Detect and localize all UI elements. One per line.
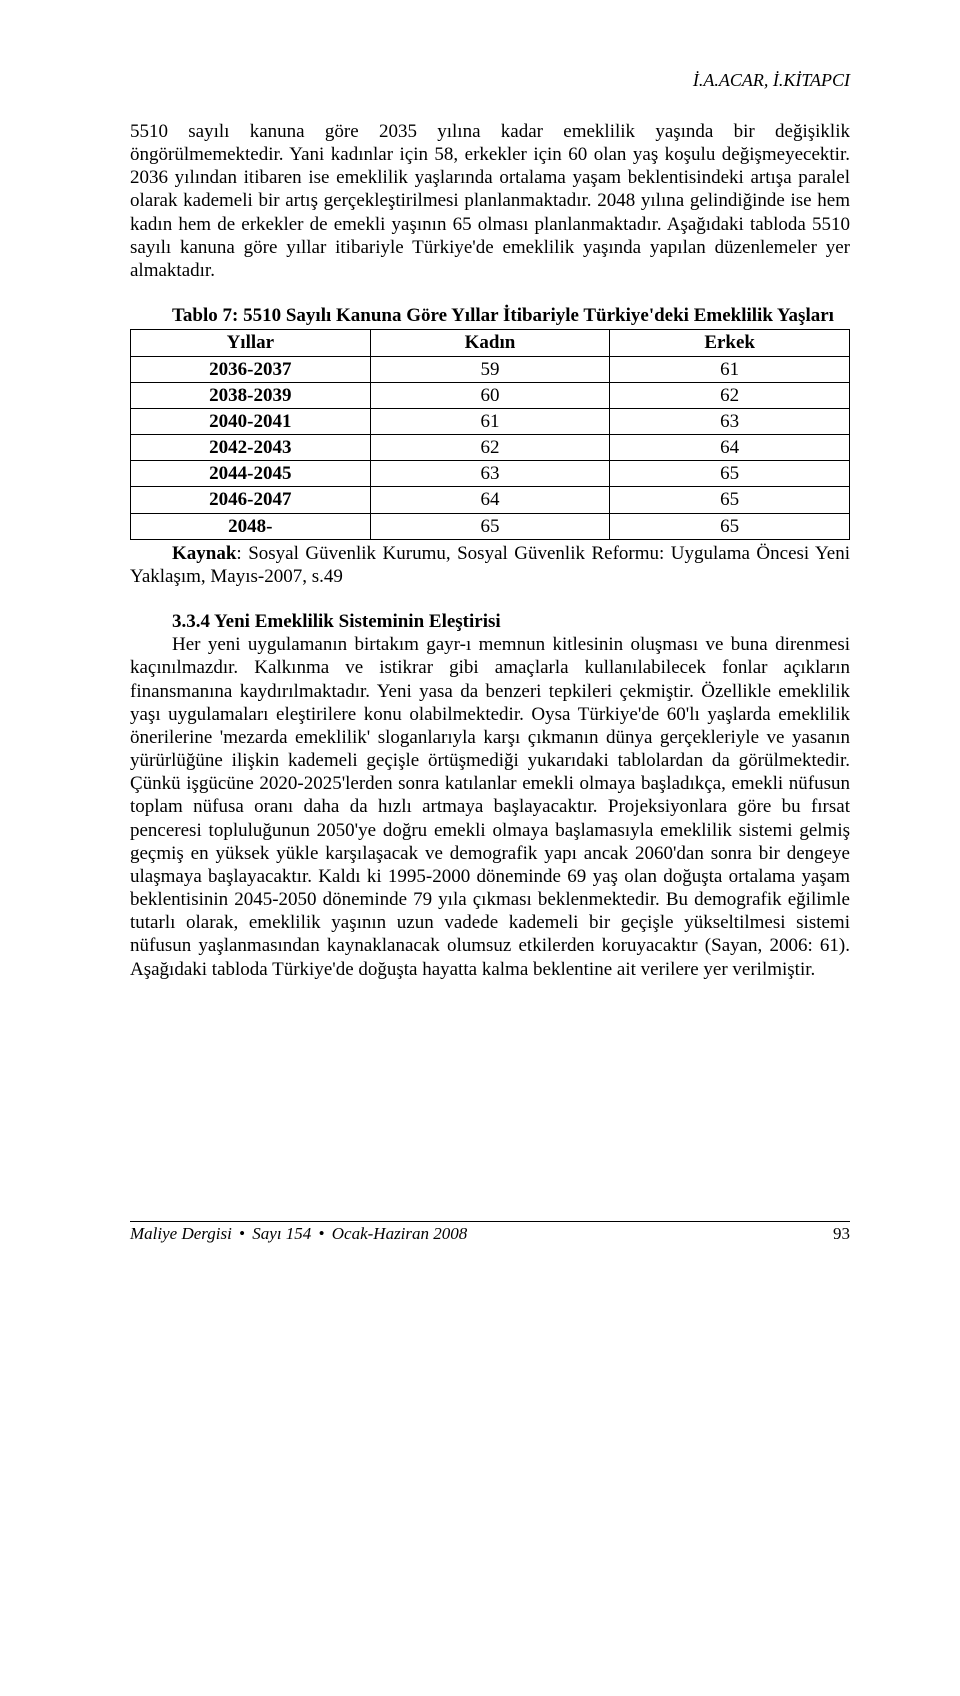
footer-journal: Maliye Dergisi bbox=[130, 1224, 232, 1243]
table-source: Kaynak: Sosyal Güvenlik Kurumu, Sosyal G… bbox=[130, 542, 850, 588]
cell-years: 2038-2039 bbox=[131, 382, 371, 408]
cell-male: 62 bbox=[610, 382, 850, 408]
cell-years: 2042-2043 bbox=[131, 435, 371, 461]
table-row: 2044-20456365 bbox=[131, 461, 850, 487]
cell-years: 2040-2041 bbox=[131, 408, 371, 434]
col-years: Yıllar bbox=[131, 330, 371, 356]
table-row: 2038-20396062 bbox=[131, 382, 850, 408]
source-text: : Sosyal Güvenlik Kurumu, Sosyal Güvenli… bbox=[130, 543, 850, 587]
cell-years: 2036-2037 bbox=[131, 356, 371, 382]
section-body: Her yeni uygulamanın birtakım gayr-ı mem… bbox=[130, 633, 850, 981]
cell-male: 63 bbox=[610, 408, 850, 434]
page-number: 93 bbox=[833, 1224, 850, 1245]
cell-female: 61 bbox=[370, 408, 610, 434]
bullet-icon bbox=[236, 1224, 248, 1243]
cell-female: 65 bbox=[370, 513, 610, 539]
cell-years: 2044-2045 bbox=[131, 461, 371, 487]
cell-male: 64 bbox=[610, 435, 850, 461]
source-label: Kaynak bbox=[172, 543, 236, 564]
table-title: Tablo 7: 5510 Sayılı Kanuna Göre Yıllar … bbox=[130, 304, 850, 327]
cell-female: 60 bbox=[370, 382, 610, 408]
table-row: 2048-6565 bbox=[131, 513, 850, 539]
table-row: 2036-20375961 bbox=[131, 356, 850, 382]
cell-male: 65 bbox=[610, 487, 850, 513]
footer-issue: Sayı 154 bbox=[252, 1224, 311, 1243]
cell-years: 2046-2047 bbox=[131, 487, 371, 513]
cell-male: 61 bbox=[610, 356, 850, 382]
table-header-row: Yıllar Kadın Erkek bbox=[131, 330, 850, 356]
table-row: 2046-20476465 bbox=[131, 487, 850, 513]
section-heading: 3.3.4 Yeni Emeklilik Sisteminin Eleştiri… bbox=[130, 610, 850, 633]
col-male: Erkek bbox=[610, 330, 850, 356]
cell-male: 65 bbox=[610, 513, 850, 539]
page-header-authors: İ.A.ACAR, İ.KİTAPCI bbox=[130, 70, 850, 92]
footer-date: Ocak-Haziran 2008 bbox=[332, 1224, 468, 1243]
bullet-icon bbox=[316, 1224, 328, 1243]
cell-female: 62 bbox=[370, 435, 610, 461]
footer-left: Maliye Dergisi Sayı 154 Ocak-Haziran 200… bbox=[130, 1224, 467, 1245]
intro-paragraph: 5510 sayılı kanuna göre 2035 yılına kada… bbox=[130, 120, 850, 282]
page-footer: Maliye Dergisi Sayı 154 Ocak-Haziran 200… bbox=[130, 1221, 850, 1245]
col-female: Kadın bbox=[370, 330, 610, 356]
cell-years: 2048- bbox=[131, 513, 371, 539]
retirement-age-table: Yıllar Kadın Erkek 2036-203759612038-203… bbox=[130, 329, 850, 539]
table-row: 2042-20436264 bbox=[131, 435, 850, 461]
cell-female: 64 bbox=[370, 487, 610, 513]
cell-female: 59 bbox=[370, 356, 610, 382]
table-row: 2040-20416163 bbox=[131, 408, 850, 434]
cell-male: 65 bbox=[610, 461, 850, 487]
cell-female: 63 bbox=[370, 461, 610, 487]
